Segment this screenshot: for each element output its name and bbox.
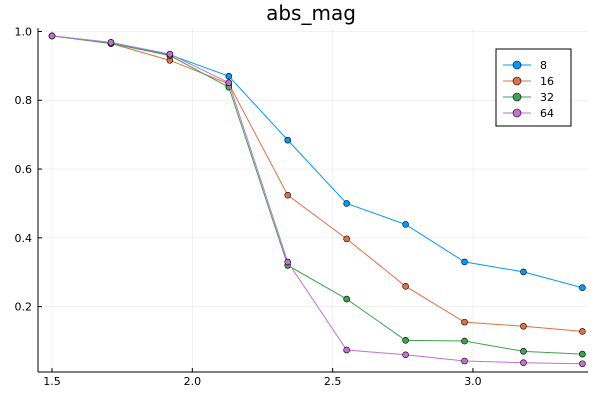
data-point bbox=[579, 328, 586, 335]
x-tick-label: 2.5 bbox=[324, 375, 342, 388]
y-tick-label: 0.8 bbox=[15, 94, 33, 107]
legend-marker bbox=[512, 92, 522, 102]
legend-marker bbox=[512, 76, 522, 86]
chart-title: abs_mag bbox=[266, 1, 356, 25]
data-point bbox=[402, 351, 409, 359]
legend-marker bbox=[512, 108, 522, 118]
data-point bbox=[284, 258, 292, 266]
data-point bbox=[343, 200, 350, 207]
x-tick-label: 1.5 bbox=[43, 375, 61, 388]
data-point bbox=[284, 191, 292, 199]
legend-item: 64 bbox=[503, 107, 554, 120]
data-point bbox=[520, 359, 527, 367]
data-point bbox=[343, 346, 350, 354]
legend-label: 64 bbox=[540, 107, 554, 120]
data-point bbox=[579, 360, 586, 368]
axes: 1.5 2.0 2.5 3.0 0.2 0.4 0.6 0.8 1.0 bbox=[15, 25, 588, 388]
data-point bbox=[402, 337, 409, 344]
data-point bbox=[166, 50, 174, 58]
legend-item: 16 bbox=[503, 75, 554, 88]
data-point bbox=[520, 268, 527, 276]
legend: 8 16 32 64 bbox=[495, 48, 572, 127]
data-point bbox=[579, 284, 586, 292]
data-point bbox=[402, 283, 409, 290]
legend-item: 32 bbox=[503, 91, 554, 104]
y-tick-label: 0.6 bbox=[15, 163, 33, 176]
series-line bbox=[51, 35, 583, 355]
grid-lines bbox=[38, 28, 588, 372]
legend-label: 16 bbox=[540, 75, 554, 88]
legend-label: 32 bbox=[540, 91, 554, 104]
legend-item: 8 bbox=[503, 59, 547, 72]
data-point bbox=[225, 79, 233, 86]
x-tick-label: 3.0 bbox=[464, 375, 482, 388]
legend-box bbox=[495, 48, 572, 127]
legend-label: 8 bbox=[540, 59, 547, 72]
legend-marker bbox=[512, 60, 522, 70]
y-tick-label: 1.0 bbox=[15, 25, 33, 38]
data-point bbox=[225, 72, 233, 80]
data-point bbox=[343, 235, 350, 243]
data-point bbox=[461, 357, 468, 365]
data-point bbox=[461, 258, 468, 266]
series-64 bbox=[48, 32, 586, 368]
data-point bbox=[461, 337, 468, 345]
data-point bbox=[520, 348, 527, 355]
data-point bbox=[284, 136, 292, 144]
y-tick-label: 0.2 bbox=[15, 301, 33, 314]
series-line bbox=[51, 35, 583, 365]
data-point bbox=[343, 295, 350, 303]
data-point bbox=[402, 221, 409, 228]
series-group bbox=[48, 32, 586, 368]
data-point bbox=[520, 322, 527, 330]
data-point bbox=[48, 32, 56, 40]
data-point bbox=[579, 350, 586, 358]
series-line bbox=[51, 35, 583, 332]
x-tick-label: 2.0 bbox=[184, 375, 202, 388]
data-point bbox=[461, 318, 468, 326]
y-tick-label: 0.4 bbox=[15, 232, 33, 245]
data-point bbox=[107, 39, 115, 46]
